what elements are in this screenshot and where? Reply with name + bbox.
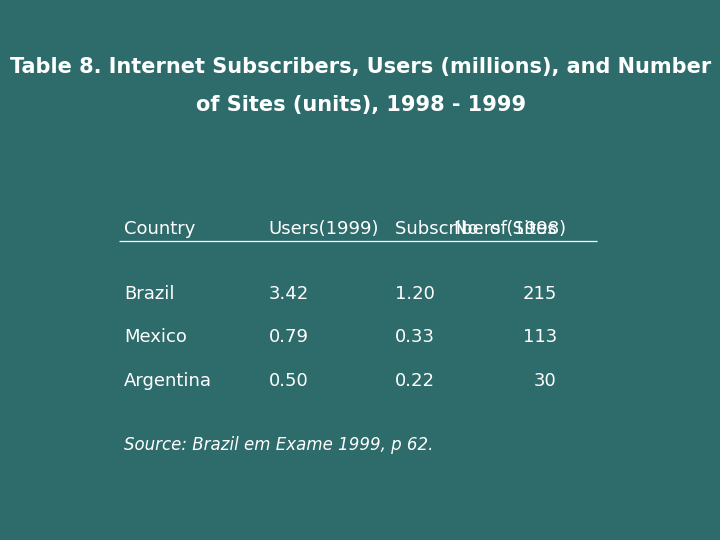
Text: Subscribers (1998): Subscribers (1998) xyxy=(395,220,567,239)
Text: of Sites (units), 1998 - 1999: of Sites (units), 1998 - 1999 xyxy=(196,95,526,116)
Text: Table 8. Internet Subscribers, Users (millions), and Number: Table 8. Internet Subscribers, Users (mi… xyxy=(10,57,711,78)
Text: Brazil: Brazil xyxy=(125,285,175,303)
Text: 3.42: 3.42 xyxy=(269,285,309,303)
Text: Argentina: Argentina xyxy=(125,372,212,390)
Text: Mexico: Mexico xyxy=(125,328,187,347)
Text: No. of Sites: No. of Sites xyxy=(454,220,557,239)
Text: Country: Country xyxy=(125,220,196,239)
Text: 0.22: 0.22 xyxy=(395,372,436,390)
Text: 30: 30 xyxy=(534,372,557,390)
Text: 0.79: 0.79 xyxy=(269,328,308,347)
Text: 1.20: 1.20 xyxy=(395,285,435,303)
Text: Users(1999): Users(1999) xyxy=(269,220,379,239)
Text: 0.33: 0.33 xyxy=(395,328,436,347)
Text: 113: 113 xyxy=(523,328,557,347)
Text: 0.50: 0.50 xyxy=(269,372,308,390)
Text: 215: 215 xyxy=(523,285,557,303)
Text: Source: Brazil em Exame 1999, p 62.: Source: Brazil em Exame 1999, p 62. xyxy=(125,436,433,455)
